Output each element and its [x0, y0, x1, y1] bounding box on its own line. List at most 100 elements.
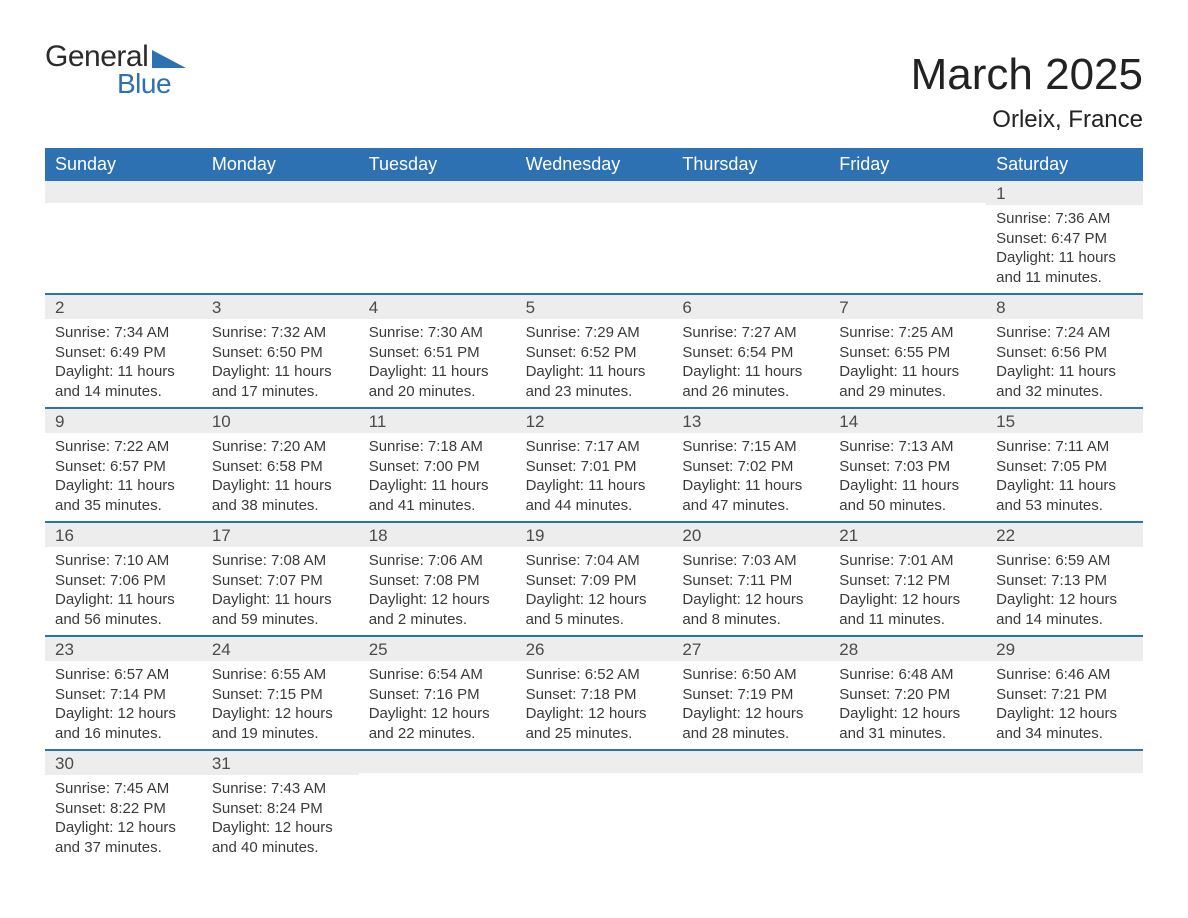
daylight-value: Daylight: 11 hours and 35 minutes. — [55, 476, 192, 515]
day-details — [516, 203, 673, 213]
day-details: Sunrise: 7:17 AMSunset: 7:01 PMDaylight:… — [516, 433, 673, 521]
sunrise-value: Sunrise: 7:43 AM — [212, 779, 349, 799]
calendar-day — [45, 181, 202, 293]
daylight-value: Daylight: 12 hours and 19 minutes. — [212, 704, 349, 743]
sunrise-value: Sunrise: 6:48 AM — [839, 665, 976, 685]
dow-sun: Sunday — [45, 148, 202, 181]
sunset-value: Sunset: 8:22 PM — [55, 799, 192, 819]
sunrise-value: Sunrise: 7:22 AM — [55, 437, 192, 457]
brand-word-2: Blue — [117, 68, 171, 100]
sunset-value: Sunset: 7:01 PM — [526, 457, 663, 477]
calendar-body: 1Sunrise: 7:36 AMSunset: 6:47 PMDaylight… — [45, 181, 1143, 863]
day-details — [359, 203, 516, 213]
day-details: Sunrise: 7:06 AMSunset: 7:08 PMDaylight:… — [359, 547, 516, 635]
sunrise-value: Sunrise: 7:10 AM — [55, 551, 192, 571]
calendar-week: 1Sunrise: 7:36 AMSunset: 6:47 PMDaylight… — [45, 181, 1143, 293]
day-number — [672, 751, 829, 773]
sunset-value: Sunset: 7:16 PM — [369, 685, 506, 705]
calendar-day: 12Sunrise: 7:17 AMSunset: 7:01 PMDayligh… — [516, 409, 673, 521]
calendar-day: 15Sunrise: 7:11 AMSunset: 7:05 PMDayligh… — [986, 409, 1143, 521]
calendar-day: 27Sunrise: 6:50 AMSunset: 7:19 PMDayligh… — [672, 637, 829, 749]
brand-logo: General Blue — [45, 40, 186, 100]
calendar-day: 19Sunrise: 7:04 AMSunset: 7:09 PMDayligh… — [516, 523, 673, 635]
day-details: Sunrise: 7:11 AMSunset: 7:05 PMDaylight:… — [986, 433, 1143, 521]
calendar-day: 16Sunrise: 7:10 AMSunset: 7:06 PMDayligh… — [45, 523, 202, 635]
dow-fri: Friday — [829, 148, 986, 181]
day-details: Sunrise: 7:43 AMSunset: 8:24 PMDaylight:… — [202, 775, 359, 863]
daylight-value: Daylight: 11 hours and 26 minutes. — [682, 362, 819, 401]
day-details: Sunrise: 6:57 AMSunset: 7:14 PMDaylight:… — [45, 661, 202, 749]
day-details — [45, 203, 202, 213]
sunset-value: Sunset: 7:12 PM — [839, 571, 976, 591]
day-details: Sunrise: 6:50 AMSunset: 7:19 PMDaylight:… — [672, 661, 829, 749]
day-number: 11 — [359, 409, 516, 433]
sunrise-value: Sunrise: 7:29 AM — [526, 323, 663, 343]
day-number: 4 — [359, 295, 516, 319]
day-number: 18 — [359, 523, 516, 547]
calendar-week: 30Sunrise: 7:45 AMSunset: 8:22 PMDayligh… — [45, 749, 1143, 863]
day-number: 21 — [829, 523, 986, 547]
day-details — [829, 773, 986, 783]
day-details: Sunrise: 7:25 AMSunset: 6:55 PMDaylight:… — [829, 319, 986, 407]
day-details: Sunrise: 7:45 AMSunset: 8:22 PMDaylight:… — [45, 775, 202, 863]
daylight-value: Daylight: 12 hours and 22 minutes. — [369, 704, 506, 743]
calendar-day: 11Sunrise: 7:18 AMSunset: 7:00 PMDayligh… — [359, 409, 516, 521]
sunrise-value: Sunrise: 7:15 AM — [682, 437, 819, 457]
day-number: 23 — [45, 637, 202, 661]
sunset-value: Sunset: 7:13 PM — [996, 571, 1133, 591]
sunset-value: Sunset: 7:18 PM — [526, 685, 663, 705]
calendar-week: 9Sunrise: 7:22 AMSunset: 6:57 PMDaylight… — [45, 407, 1143, 521]
day-number — [359, 751, 516, 773]
day-details — [829, 203, 986, 213]
daylight-value: Daylight: 11 hours and 38 minutes. — [212, 476, 349, 515]
day-details — [986, 773, 1143, 783]
day-number: 20 — [672, 523, 829, 547]
calendar-day — [359, 181, 516, 293]
sunset-value: Sunset: 7:21 PM — [996, 685, 1133, 705]
sunset-value: Sunset: 7:02 PM — [682, 457, 819, 477]
sunrise-value: Sunrise: 6:57 AM — [55, 665, 192, 685]
day-details: Sunrise: 7:27 AMSunset: 6:54 PMDaylight:… — [672, 319, 829, 407]
daylight-value: Daylight: 11 hours and 56 minutes. — [55, 590, 192, 629]
location-label: Orleix, France — [911, 106, 1143, 134]
day-number: 1 — [986, 181, 1143, 205]
day-number: 10 — [202, 409, 359, 433]
day-details: Sunrise: 7:10 AMSunset: 7:06 PMDaylight:… — [45, 547, 202, 635]
daylight-value: Daylight: 11 hours and 50 minutes. — [839, 476, 976, 515]
sunset-value: Sunset: 6:55 PM — [839, 343, 976, 363]
daylight-value: Daylight: 12 hours and 5 minutes. — [526, 590, 663, 629]
sunrise-value: Sunrise: 6:46 AM — [996, 665, 1133, 685]
calendar-day: 3Sunrise: 7:32 AMSunset: 6:50 PMDaylight… — [202, 295, 359, 407]
sunset-value: Sunset: 6:54 PM — [682, 343, 819, 363]
sunrise-value: Sunrise: 7:45 AM — [55, 779, 192, 799]
day-number: 12 — [516, 409, 673, 433]
brand-triangle-icon — [152, 46, 186, 68]
calendar-day: 23Sunrise: 6:57 AMSunset: 7:14 PMDayligh… — [45, 637, 202, 749]
calendar-day — [516, 181, 673, 293]
calendar-day: 2Sunrise: 7:34 AMSunset: 6:49 PMDaylight… — [45, 295, 202, 407]
day-number: 15 — [986, 409, 1143, 433]
day-number: 7 — [829, 295, 986, 319]
day-details — [672, 203, 829, 213]
sunrise-value: Sunrise: 7:18 AM — [369, 437, 506, 457]
day-number — [516, 181, 673, 203]
calendar-day: 5Sunrise: 7:29 AMSunset: 6:52 PMDaylight… — [516, 295, 673, 407]
daylight-value: Daylight: 12 hours and 8 minutes. — [682, 590, 819, 629]
daylight-value: Daylight: 11 hours and 14 minutes. — [55, 362, 192, 401]
sunrise-value: Sunrise: 7:25 AM — [839, 323, 976, 343]
calendar-day: 29 Sunrise: 6:46 AMSunset: 7:21 PMDayligh… — [986, 637, 1143, 749]
day-number: 29 — [986, 637, 1143, 661]
sunrise-value: Sunrise: 7:01 AM — [839, 551, 976, 571]
dow-sat: Saturday — [986, 148, 1143, 181]
sunset-value: Sunset: 7:19 PM — [682, 685, 819, 705]
calendar-day: 8Sunrise: 7:24 AMSunset: 6:56 PMDaylight… — [986, 295, 1143, 407]
dow-thu: Thursday — [672, 148, 829, 181]
sunrise-value: Sunrise: 7:34 AM — [55, 323, 192, 343]
day-number: 8 — [986, 295, 1143, 319]
daylight-value: Daylight: 11 hours and 32 minutes. — [996, 362, 1133, 401]
day-number: 9 — [45, 409, 202, 433]
sunset-value: Sunset: 7:00 PM — [369, 457, 506, 477]
calendar-day: 22Sunrise: 6:59 AMSunset: 7:13 PMDayligh… — [986, 523, 1143, 635]
sunset-value: Sunset: 7:14 PM — [55, 685, 192, 705]
daylight-value: Daylight: 12 hours and 34 minutes. — [996, 704, 1133, 743]
